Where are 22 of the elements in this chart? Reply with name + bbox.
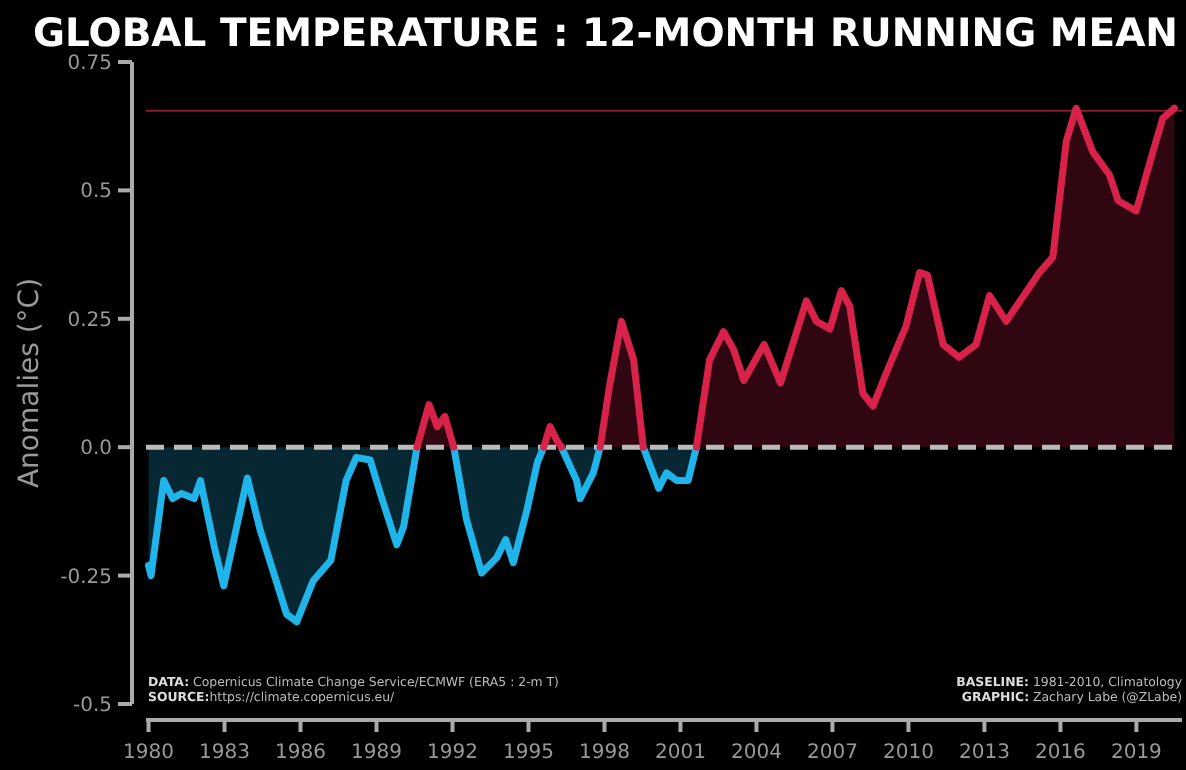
x-tick-label: 2004 [731, 742, 782, 764]
x-tick-label: 1992 [427, 742, 478, 764]
y-axis-title: Anomalies (°C) [14, 277, 46, 489]
x-tick-label: 2013 [958, 742, 1010, 764]
y-tick-label: 0.75 [67, 53, 112, 75]
x-tick-label: 2007 [806, 742, 858, 764]
x-tick-label: 1995 [503, 742, 554, 764]
x-tick-label: 1998 [579, 742, 630, 764]
x-tick-label: 2010 [882, 742, 934, 764]
chart-title: GLOBAL TEMPERATURE : 12-MONTH RUNNING MEAN [33, 10, 1178, 56]
y-tick-label: -0.25 [60, 566, 112, 589]
x-tick-label: 1983 [199, 742, 250, 764]
x-tick-label: 2016 [1034, 742, 1086, 764]
y-tick-label: 0.25 [67, 309, 112, 332]
x-tick-label: 2019 [1110, 742, 1162, 764]
y-tick-label: 0.0 [80, 438, 112, 461]
x-tick-label: 2001 [655, 742, 706, 764]
y-tick-label: -0.5 [72, 695, 112, 717]
x-tick-label: 1989 [351, 742, 402, 764]
x-tick-label: 1980 [123, 742, 174, 764]
y-tick-label: 0.5 [80, 181, 112, 204]
x-tick-label: 1986 [275, 742, 326, 764]
